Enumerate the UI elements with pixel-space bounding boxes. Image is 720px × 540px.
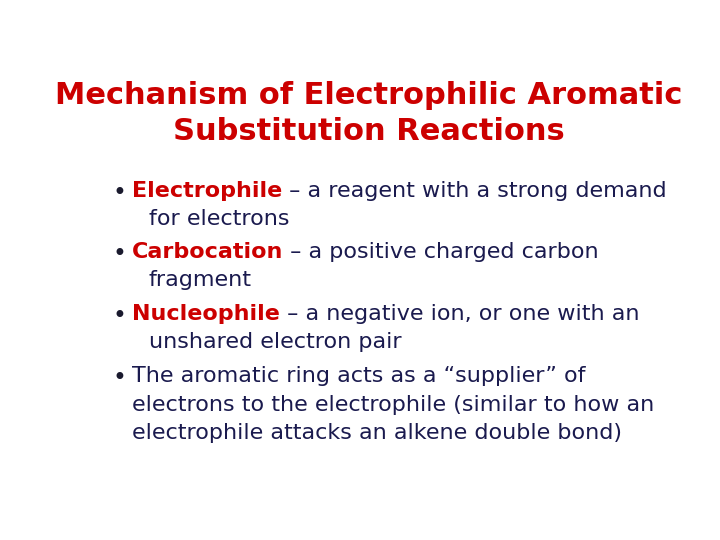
Text: Nucleophile: Nucleophile: [132, 304, 280, 324]
Text: •: •: [112, 366, 126, 390]
Text: •: •: [112, 181, 126, 205]
Text: electrons to the electrophile (similar to how an: electrons to the electrophile (similar t…: [132, 395, 654, 415]
Text: unshared electron pair: unshared electron pair: [148, 332, 401, 352]
Text: for electrons: for electrons: [148, 210, 289, 230]
Text: •: •: [112, 304, 126, 328]
Text: electrophile attacks an alkene double bond): electrophile attacks an alkene double bo…: [132, 423, 622, 443]
Text: Electrophile: Electrophile: [132, 181, 282, 201]
Text: •: •: [112, 241, 126, 266]
Text: – a negative ion, or one with an: – a negative ion, or one with an: [280, 304, 639, 324]
Text: fragment: fragment: [148, 270, 251, 290]
Text: – a positive charged carbon: – a positive charged carbon: [283, 241, 599, 261]
Text: Mechanism of Electrophilic Aromatic: Mechanism of Electrophilic Aromatic: [55, 82, 683, 111]
Text: – a reagent with a strong demand: – a reagent with a strong demand: [282, 181, 667, 201]
Text: Carbocation: Carbocation: [132, 241, 283, 261]
Text: The aromatic ring acts as a “supplier” of: The aromatic ring acts as a “supplier” o…: [132, 366, 585, 386]
Text: Substitution Reactions: Substitution Reactions: [173, 117, 565, 146]
